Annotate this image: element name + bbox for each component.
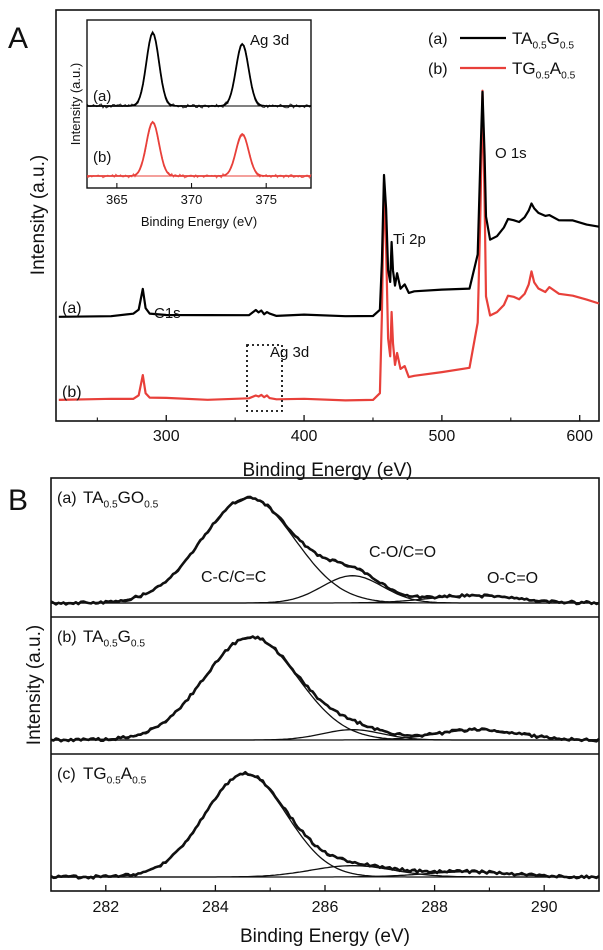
x-tick-label: 290: [531, 899, 558, 916]
inset-x-tick-label: 365: [106, 192, 128, 207]
x-tick-label: 600: [566, 428, 593, 445]
inset-y-axis-label: Intensity (a.u.): [68, 63, 83, 145]
raw-spectrum: [50, 770, 600, 880]
subscript: 0.5: [103, 499, 117, 510]
subscript: 0.5: [560, 40, 574, 51]
panel-b: 282 284 286 288 290 Binding Energy (eV) Intens…: [8, 477, 600, 947]
x-tick-label: 284: [202, 899, 229, 916]
x-tick-label: 282: [92, 899, 119, 916]
inset-frame: [86, 19, 312, 189]
subscript: 0.5: [561, 70, 575, 81]
panel-a: 300 400 500 600 Binding Energy (eV) Intensity…: [8, 9, 600, 481]
legend-label: TG0.5A0.5: [512, 59, 576, 81]
inset-ag3d: 365 370 375 Binding Energy (eV) Intensity (a…: [68, 19, 312, 229]
fit-component: [51, 497, 599, 604]
fit-component: [51, 636, 599, 741]
subpanel-sample-label: TG0.5A0.5: [83, 764, 147, 786]
spectrum-b: [58, 89, 600, 402]
peak-label-cc: C-C/C=C: [201, 569, 266, 586]
peak-label-co: C-O/C=O: [369, 544, 436, 561]
inset-fit-curve: [87, 31, 311, 107]
label-part: A: [550, 59, 562, 78]
y-axis-label: Intensity (a.u.): [28, 155, 49, 275]
x-axis-label: Binding Energy (eV): [240, 926, 410, 947]
label-part: A: [121, 764, 133, 783]
subscript: 0.5: [132, 775, 146, 786]
y-axis-label: Intensity (a.u.): [24, 625, 45, 745]
x-tick-label: 300: [153, 428, 180, 445]
subscript: 0.5: [536, 70, 550, 81]
annotation-ti2p: Ti 2p: [393, 231, 426, 248]
label-part: G: [547, 29, 560, 48]
inset-x-tick-label: 375: [255, 192, 277, 207]
inset-fit-curve: [87, 120, 311, 177]
inset-x-tick-label: 370: [181, 192, 203, 207]
x-tick-label: 400: [291, 428, 318, 445]
subpanel-marker: (a): [57, 490, 77, 507]
inset-curve-label: (a): [93, 88, 111, 105]
subscript: 0.5: [532, 40, 546, 51]
subpanel-marker: (c): [57, 766, 76, 783]
spectrum-a: [58, 90, 600, 318]
label-part: TG: [83, 764, 107, 783]
x-tick-label: 500: [429, 428, 456, 445]
curve-label-a: (a): [62, 300, 82, 317]
panel-b-frame: [50, 477, 600, 892]
subpanel-marker: (b): [57, 629, 77, 646]
fit-envelope: [51, 636, 600, 741]
label-part: GO: [118, 488, 144, 507]
subscript: 0.5: [103, 638, 117, 649]
curve-label-b: (b): [62, 384, 82, 401]
label-part: TG: [512, 59, 536, 78]
panel-label-b: B: [8, 484, 28, 517]
x-tick-label: 288: [421, 899, 448, 916]
subpanel-sample-label: TA0.5GO0.5: [83, 488, 159, 510]
fit-component: [51, 773, 599, 878]
x-tick-label: 286: [312, 899, 339, 916]
subscript: 0.5: [144, 499, 158, 510]
inset-curve-label: (b): [93, 149, 111, 166]
plot-frame: [55, 9, 600, 422]
label-part: G: [118, 627, 131, 646]
legend-marker: (a): [428, 31, 448, 48]
label-part: TA: [83, 627, 104, 646]
annotation-ag3d: Ag 3d: [270, 344, 309, 361]
legend-label: TA0.5G0.5: [512, 29, 574, 51]
panel-label-a: A: [8, 22, 28, 55]
subscript: 0.5: [107, 775, 121, 786]
fit-envelope: [51, 772, 599, 878]
label-part: TA: [83, 488, 104, 507]
raw-spectrum: [50, 495, 600, 606]
inset-x-axis-label: Binding Energy (eV): [141, 214, 257, 229]
annotation-o1s: O 1s: [495, 145, 527, 162]
fit-envelope: [51, 497, 599, 604]
peak-label-oco: O-C=O: [487, 570, 538, 587]
inset-title: Ag 3d: [250, 32, 289, 49]
x-axis-label: Binding Energy (eV): [242, 460, 412, 481]
subscript: 0.5: [131, 638, 145, 649]
subpanel-sample-label: TA0.5G0.5: [83, 627, 145, 649]
raw-spectrum: [50, 635, 600, 743]
annotation-c1s: C1s: [154, 305, 181, 322]
label-part: TA: [512, 29, 533, 48]
legend-marker: (b): [428, 61, 448, 78]
